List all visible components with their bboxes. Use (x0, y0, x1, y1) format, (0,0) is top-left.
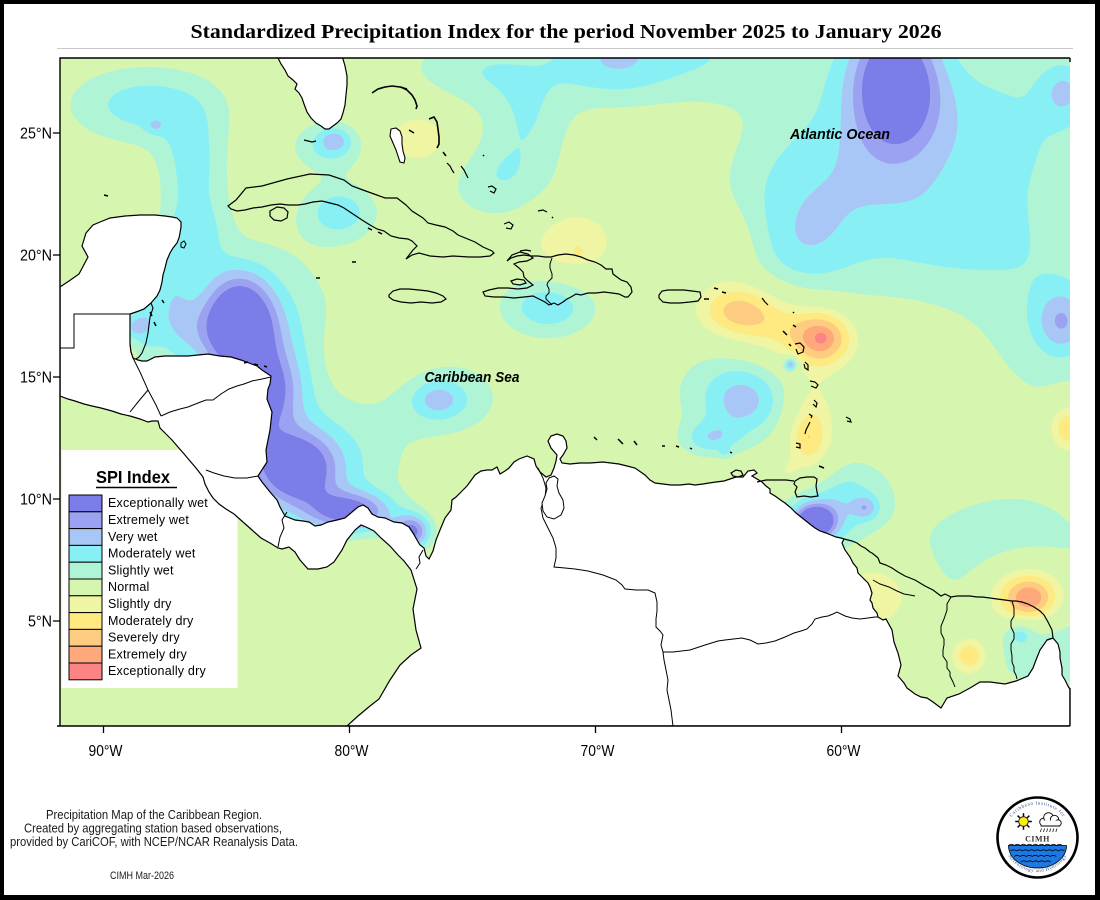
svg-text:Very wet: Very wet (108, 530, 158, 544)
svg-text:15°N: 15°N (20, 370, 52, 387)
svg-text:90°W: 90°W (89, 743, 123, 760)
svg-text:Normal: Normal (108, 580, 149, 594)
svg-text:20°N: 20°N (20, 248, 52, 265)
svg-text:Caribbean Sea: Caribbean Sea (425, 370, 520, 386)
svg-text:Moderately dry: Moderately dry (108, 614, 194, 628)
svg-text:Severely dry: Severely dry (108, 631, 180, 645)
svg-text:5°N: 5°N (28, 614, 52, 631)
svg-text:Moderately wet: Moderately wet (108, 547, 196, 561)
svg-text:60°W: 60°W (827, 743, 861, 760)
svg-text:SPI Index: SPI Index (96, 467, 170, 487)
svg-text:Extremely dry: Extremely dry (108, 647, 188, 661)
svg-text:Atlantic Ocean: Atlantic Ocean (789, 127, 890, 143)
svg-text:Precipitation Map of the Carib: Precipitation Map of the Caribbean Regio… (46, 807, 262, 822)
svg-text:Slightly dry: Slightly dry (108, 597, 172, 611)
svg-text:Slightly wet: Slightly wet (108, 563, 174, 577)
svg-text:Standardized Precipitation Ind: Standardized Precipitation Index for the… (191, 21, 942, 43)
svg-text:10°N: 10°N (20, 492, 52, 509)
svg-text:CIMH: CIMH (1025, 835, 1050, 844)
svg-text:70°W: 70°W (581, 743, 615, 760)
svg-text:25°N: 25°N (20, 126, 52, 143)
svg-text:Exceptionally wet: Exceptionally wet (108, 496, 208, 510)
svg-text:Extremely wet: Extremely wet (108, 513, 189, 527)
svg-text:Created by aggregating station: Created by aggregating station based obs… (24, 821, 282, 836)
svg-text:Exceptionally dry: Exceptionally dry (108, 664, 206, 678)
svg-text:provided by CariCOF, with NCEP: provided by CariCOF, with NCEP/NCAR Rean… (10, 834, 298, 849)
svg-text:CIMH Mar-2026: CIMH Mar-2026 (110, 870, 174, 882)
svg-text:80°W: 80°W (335, 743, 369, 760)
